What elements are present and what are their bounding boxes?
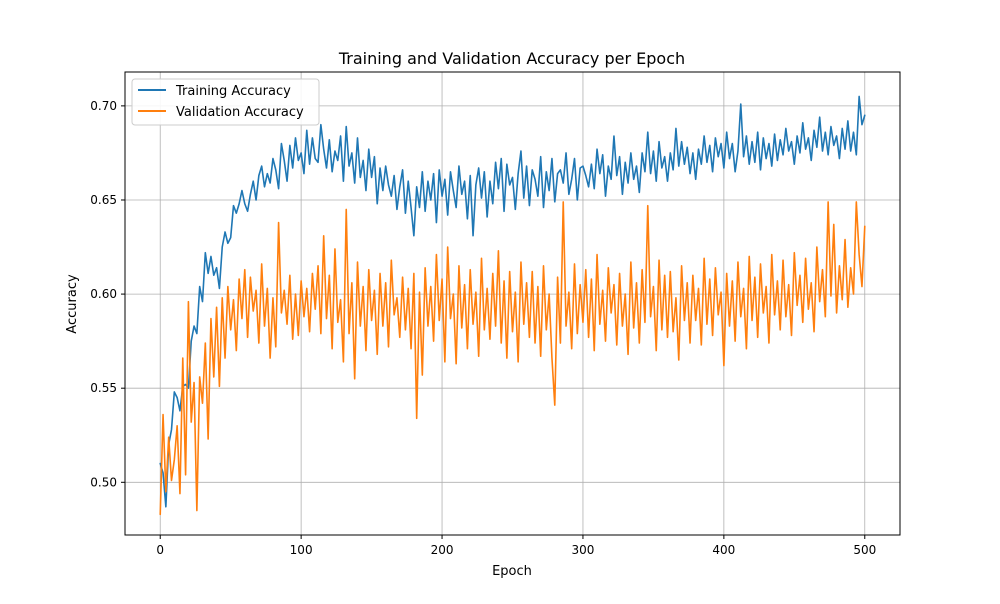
series-line-1	[159, 201, 866, 516]
series-line-0	[159, 95, 866, 508]
x-axis-label: Epoch	[492, 564, 532, 579]
y-tick-label-0.65: 0.65	[90, 193, 117, 207]
legend: Training Accuracy Validation Accuracy	[131, 78, 320, 126]
x-tick-label-0: 0	[156, 543, 164, 557]
plot-frame	[124, 71, 901, 536]
series-layer	[159, 95, 866, 516]
x-tick-label-500: 500	[853, 543, 876, 557]
legend-label-validation: Validation Accuracy	[176, 105, 304, 120]
x-tick-label-300: 300	[572, 543, 595, 557]
y-tick-label-0.6: 0.60	[90, 287, 117, 301]
y-tick-label-0.5: 0.50	[90, 475, 117, 489]
x-tick-label-400: 400	[712, 543, 735, 557]
legend-box	[131, 78, 320, 126]
x-tick-label-200: 200	[431, 543, 454, 557]
y-tick-label-0.55: 0.55	[90, 381, 117, 395]
chart-title: Training and Validation Accuracy per Epo…	[338, 49, 685, 68]
legend-label-training: Training Accuracy	[175, 84, 291, 99]
y-tick-label-0.7: 0.70	[90, 99, 117, 113]
y-axis-label: Accuracy	[65, 274, 80, 334]
ticks-layer: 0 100 200 300 400 500 0.50 0.55 0.60 0.65 0.70	[90, 99, 876, 557]
x-tick-label-100: 100	[290, 543, 313, 557]
